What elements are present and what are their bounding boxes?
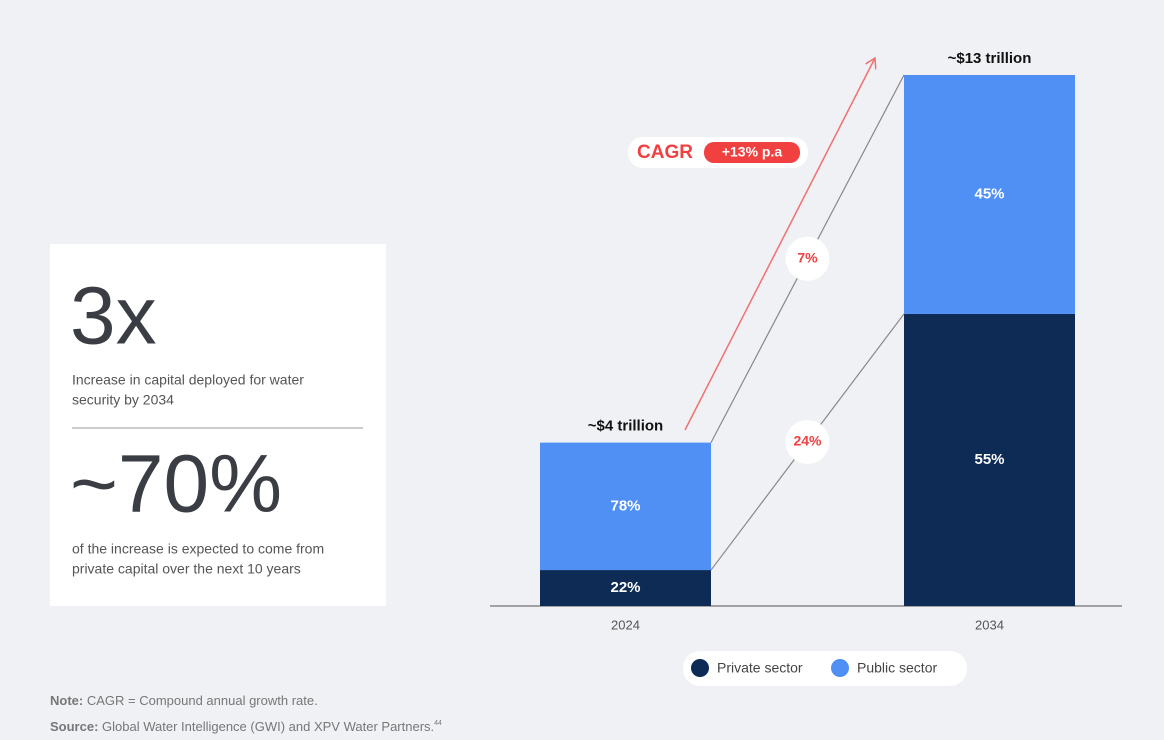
legend-swatch: [691, 659, 709, 677]
legend-label: Private sector: [717, 660, 803, 676]
source: Source: Global Water Intelligence (GWI) …: [50, 719, 442, 734]
stat-text: private capital over the next 10 years: [72, 561, 301, 577]
x-tick-label: 2034: [975, 617, 1004, 632]
legend-label: Public sector: [857, 660, 937, 676]
x-tick-label: 2024: [611, 617, 640, 632]
segment-label: 22%: [610, 579, 640, 596]
stat-text: of the increase is expected to come from: [72, 541, 324, 557]
total-label: ~$4 trillion: [588, 418, 663, 435]
bar-segment: [904, 313, 1075, 606]
growth-label: 24%: [793, 433, 822, 449]
segment-label: 55%: [974, 451, 1004, 468]
source-text: Global Water Intelligence (GWI) and XPV …: [102, 719, 434, 734]
segment-label: 45%: [974, 185, 1004, 202]
note-label: Note:: [50, 693, 83, 708]
source-ref: 44: [434, 720, 442, 727]
cagr-value: +13% p.a: [722, 144, 783, 160]
stat-big: ~70%: [70, 439, 282, 530]
growth-label: 7%: [797, 250, 818, 266]
source-label: Source:: [50, 719, 98, 734]
note: Note: CAGR = Compound annual growth rate…: [50, 693, 318, 708]
bar-segment: [904, 75, 1075, 314]
cagr-arrow: [684, 58, 875, 431]
segment-label: 78%: [610, 497, 640, 514]
stat-text: security by 2034: [72, 392, 174, 408]
growth-badge: [785, 236, 830, 281]
legend-swatch: [831, 659, 849, 677]
legend: [683, 651, 967, 686]
note-text: CAGR = Compound annual growth rate.: [87, 693, 318, 708]
stat-text: Increase in capital deployed for water: [72, 372, 304, 388]
growth-badge: [785, 420, 830, 465]
cagr-label: CAGR: [637, 142, 693, 163]
bar-segment: [540, 442, 711, 571]
stat-panel: [50, 244, 386, 606]
stat-big: 3x: [70, 271, 157, 362]
cagr-value-pill: [704, 142, 800, 163]
total-label: ~$13 trillion: [948, 50, 1032, 67]
bar-segment: [540, 570, 711, 606]
